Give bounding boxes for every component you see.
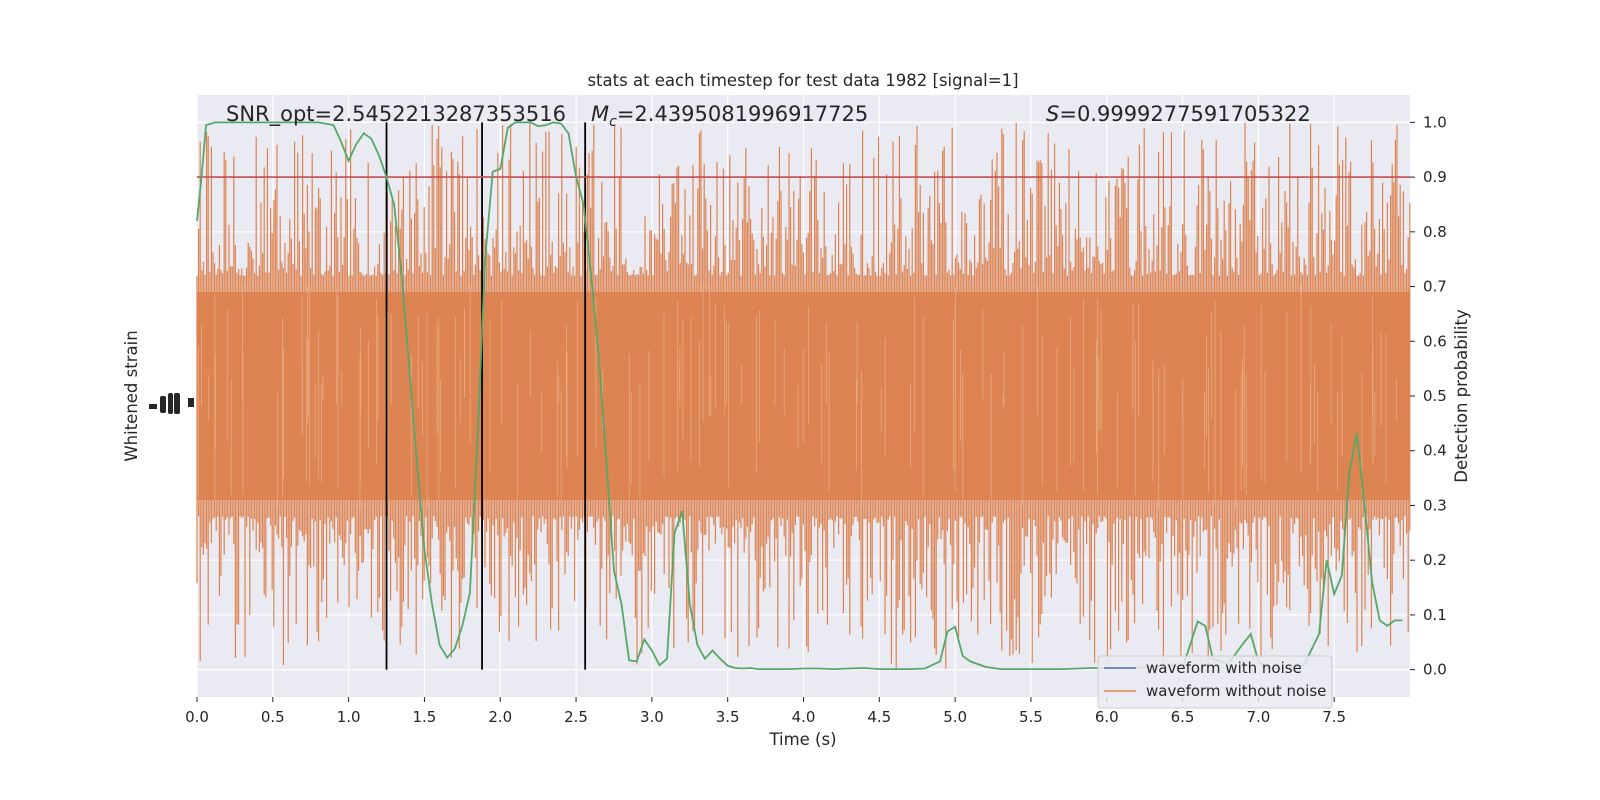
y-tick-label: 0.1 <box>1423 606 1447 624</box>
y-tick-label: 0.3 <box>1423 496 1447 514</box>
legend-label-waveform-without-noise: waveform without noise <box>1146 682 1326 700</box>
legend-label-waveform-with-noise: waveform with noise <box>1146 659 1302 677</box>
y-tick-label: 1.0 <box>1423 113 1447 131</box>
s-annotation: S=0.9999277591705322 <box>1046 102 1311 126</box>
legend: waveform with noise waveform without noi… <box>1097 655 1333 709</box>
x-axis-label: Time (s) <box>768 730 836 749</box>
x-tick-label: 7.0 <box>1246 708 1270 726</box>
y-tick-label: 0.2 <box>1423 551 1447 569</box>
snr-annotation: SNR_opt=2.5452213287353516 <box>226 102 566 127</box>
mc-subscript: c <box>609 114 617 130</box>
x-tick-label: 1.5 <box>413 708 437 726</box>
y-axis-label-left: Whitened strain <box>122 330 141 461</box>
x-tick-label: 6.0 <box>1095 708 1119 726</box>
y-axis-label-right: Detection probability <box>1452 309 1471 483</box>
mc-value: =2.4395081996917725 <box>617 102 868 126</box>
y-tick-label: 0.0 <box>1423 661 1447 679</box>
x-tick-label: 0.0 <box>185 708 209 726</box>
y-tick-label: 0.6 <box>1423 332 1447 350</box>
x-tick-label: 2.5 <box>564 708 588 726</box>
x-tick-label: 0.5 <box>261 708 285 726</box>
chart-title: stats at each timestep for test data 198… <box>587 71 1018 90</box>
y-tick-label: 0.9 <box>1423 168 1447 186</box>
x-tick-label: 3.0 <box>640 708 664 726</box>
s-symbol: S <box>1046 102 1059 126</box>
x-tick-label: 2.0 <box>488 708 512 726</box>
x-tick-label: 6.5 <box>1171 708 1195 726</box>
x-tick-label: 1.0 <box>337 708 361 726</box>
y-tick-label: 0.5 <box>1423 387 1447 405</box>
strain-trace <box>196 122 1411 669</box>
left-axis-tick-glyph <box>149 393 194 414</box>
s-value: =0.9999277591705322 <box>1059 102 1310 126</box>
x-tick-label: 3.5 <box>716 708 740 726</box>
mc-symbol: M <box>591 102 609 126</box>
strain-series <box>196 122 1411 669</box>
x-tick-label: 7.5 <box>1322 708 1346 726</box>
y-tick-label: 0.4 <box>1423 442 1447 460</box>
legend-box <box>1097 655 1333 709</box>
x-tick-label: 4.5 <box>867 708 891 726</box>
x-tick-label: 5.0 <box>943 708 967 726</box>
y-tick-label: 0.7 <box>1423 278 1447 296</box>
mc-annotation: Mc=2.4395081996917725 <box>591 102 868 130</box>
x-ticks: 0.0 0.5 1.0 1.5 2.0 2.5 3.0 3.5 4.0 4.5 5.0 5.5 6.0 6… <box>185 697 1346 726</box>
x-tick-label: 5.5 <box>1019 708 1043 726</box>
strain-texture <box>197 283 1397 511</box>
y-tick-label: 0.8 <box>1423 223 1447 241</box>
x-tick-label: 4.0 <box>792 708 816 726</box>
y-right-ticks: 0.0 0.1 0.2 0.3 0.4 0.5 0.6 0.7 0.8 0.9 1.0 <box>1410 113 1447 679</box>
